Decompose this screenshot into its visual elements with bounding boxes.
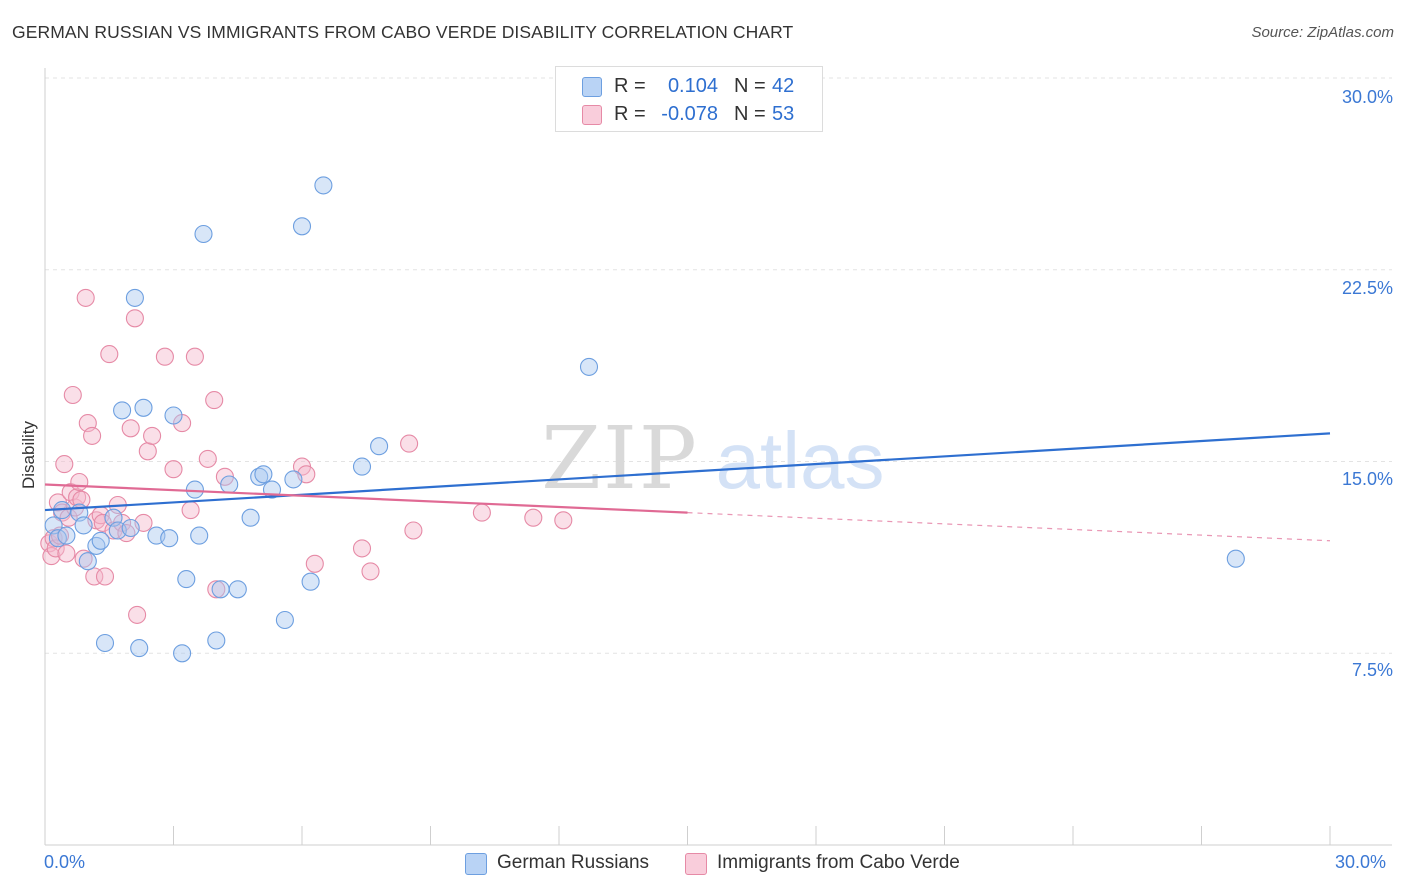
data-point-german-russians: [113, 401, 132, 420]
data-point-german-russians: [352, 457, 372, 476]
data-point-german-russians: [301, 572, 320, 591]
data-point-german-russians: [275, 610, 294, 630]
legend-row-cabo-verde: R = -0.078 N = 53: [556, 101, 822, 129]
data-point-german-russians: [370, 437, 389, 456]
data-point-german-russians: [190, 526, 209, 545]
series-cabo-verde-points: [40, 288, 573, 624]
legend-n-value: 53: [772, 103, 795, 125]
data-point-cabo-verde: [181, 501, 200, 520]
data-point-german-russians: [314, 176, 333, 195]
data-point-cabo-verde: [128, 605, 147, 624]
data-point-german-russians: [207, 631, 226, 650]
data-point-german-russians: [228, 580, 247, 599]
data-point-cabo-verde: [125, 309, 144, 328]
data-point-german-russians: [164, 406, 183, 425]
trend-line-cabo-verde-dashed: [687, 512, 1331, 542]
data-point-german-russians: [125, 288, 144, 307]
data-point-german-russians: [220, 475, 239, 494]
axes: [44, 68, 1392, 846]
data-point-cabo-verde: [143, 426, 162, 445]
data-point-cabo-verde: [50, 526, 70, 545]
bottom-legend-swatch-blue: [465, 853, 487, 875]
bottom-legend-label: Immigrants from Cabo Verde: [717, 852, 960, 873]
y-tick-label: 7.5%: [1351, 660, 1393, 680]
legend-r-label: R =: [614, 103, 646, 125]
data-point-cabo-verde: [164, 460, 183, 479]
data-point-cabo-verde: [205, 391, 224, 410]
data-point-german-russians: [284, 470, 303, 489]
legend-r-value: 0.104: [667, 75, 718, 97]
data-point-cabo-verde: [76, 288, 95, 307]
data-point-german-russians: [74, 516, 93, 535]
data-point-german-russians: [292, 217, 312, 236]
legend-swatch-pink: [582, 105, 602, 125]
data-point-cabo-verde: [404, 521, 423, 540]
data-point-german-russians: [95, 633, 115, 653]
data-point-german-russians: [130, 639, 149, 658]
data-point-cabo-verde: [121, 419, 140, 438]
data-point-cabo-verde: [55, 455, 74, 474]
y-tick-label: 22.5%: [1341, 278, 1393, 298]
data-point-german-russians: [134, 398, 153, 417]
data-point-cabo-verde: [207, 580, 226, 599]
data-point-cabo-verde: [70, 472, 89, 492]
data-point-cabo-verde: [305, 554, 324, 573]
data-point-german-russians: [194, 224, 213, 244]
data-point-cabo-verde: [93, 513, 112, 532]
data-point-german-russians: [579, 357, 599, 376]
data-point-german-russians: [254, 465, 273, 484]
y-tick-label: 30.0%: [1341, 87, 1393, 107]
data-point-cabo-verde: [524, 508, 543, 527]
y-tick-label: 15.0%: [1341, 469, 1393, 489]
x-tick-label-max: 30.0%: [1335, 852, 1387, 872]
data-point-german-russians: [211, 580, 230, 599]
trend-line-german-russians: [44, 432, 1331, 512]
data-point-cabo-verde: [472, 503, 491, 522]
x-tick-label-min: 0.0%: [44, 852, 86, 872]
legend-n-value: 42: [772, 75, 795, 97]
gridlines: [45, 77, 1392, 654]
legend-row-german-russians: R = 0.104 N = 42: [556, 73, 822, 101]
data-point-cabo-verde: [63, 385, 82, 405]
data-point-cabo-verde: [352, 539, 372, 558]
series-german-russians-points: [44, 176, 1245, 663]
watermark-zip: ZIP: [541, 409, 699, 509]
data-point-cabo-verde: [100, 345, 119, 364]
data-point-cabo-verde: [95, 567, 115, 586]
data-point-german-russians: [91, 531, 110, 550]
data-point-cabo-verde: [155, 347, 174, 366]
bottom-legend-swatch-pink: [685, 853, 707, 875]
data-point-german-russians: [185, 480, 204, 499]
correlation-legend: R = 0.104 N = 42 R = -0.078 N = 53: [555, 66, 823, 132]
data-point-cabo-verde: [185, 347, 204, 366]
data-point-cabo-verde: [83, 426, 102, 445]
legend-r-value: -0.078: [661, 103, 718, 125]
data-point-cabo-verde: [85, 567, 104, 586]
watermark-atlas: atlas: [716, 416, 885, 505]
data-point-cabo-verde: [198, 449, 217, 468]
legend-r-label: R =: [614, 75, 646, 97]
legend-n-label: N =: [734, 75, 766, 97]
data-point-german-russians: [177, 570, 196, 589]
data-point-cabo-verde: [554, 511, 573, 530]
legend-n-label: N =: [734, 103, 766, 125]
source-label: Source: ZipAtlas.com: [1251, 24, 1394, 41]
data-point-german-russians: [121, 518, 140, 538]
bottom-legend-label: German Russians: [497, 852, 650, 873]
trend-lines: [44, 432, 1331, 542]
data-point-cabo-verde: [361, 562, 380, 581]
data-point-cabo-verde: [138, 442, 157, 461]
trend-line-cabo-verde: [44, 483, 688, 514]
data-point-german-russians: [160, 529, 179, 548]
legend-swatch-blue: [582, 77, 602, 97]
data-point-german-russians: [57, 526, 76, 545]
data-point-german-russians: [241, 508, 260, 527]
data-point-german-russians: [173, 644, 192, 663]
data-point-german-russians: [78, 552, 97, 571]
chart-title: GERMAN RUSSIAN VS IMMIGRANTS FROM CABO V…: [12, 22, 794, 42]
data-point-german-russians: [1226, 549, 1245, 568]
data-point-cabo-verde: [57, 544, 76, 563]
data-point-cabo-verde: [400, 434, 419, 453]
